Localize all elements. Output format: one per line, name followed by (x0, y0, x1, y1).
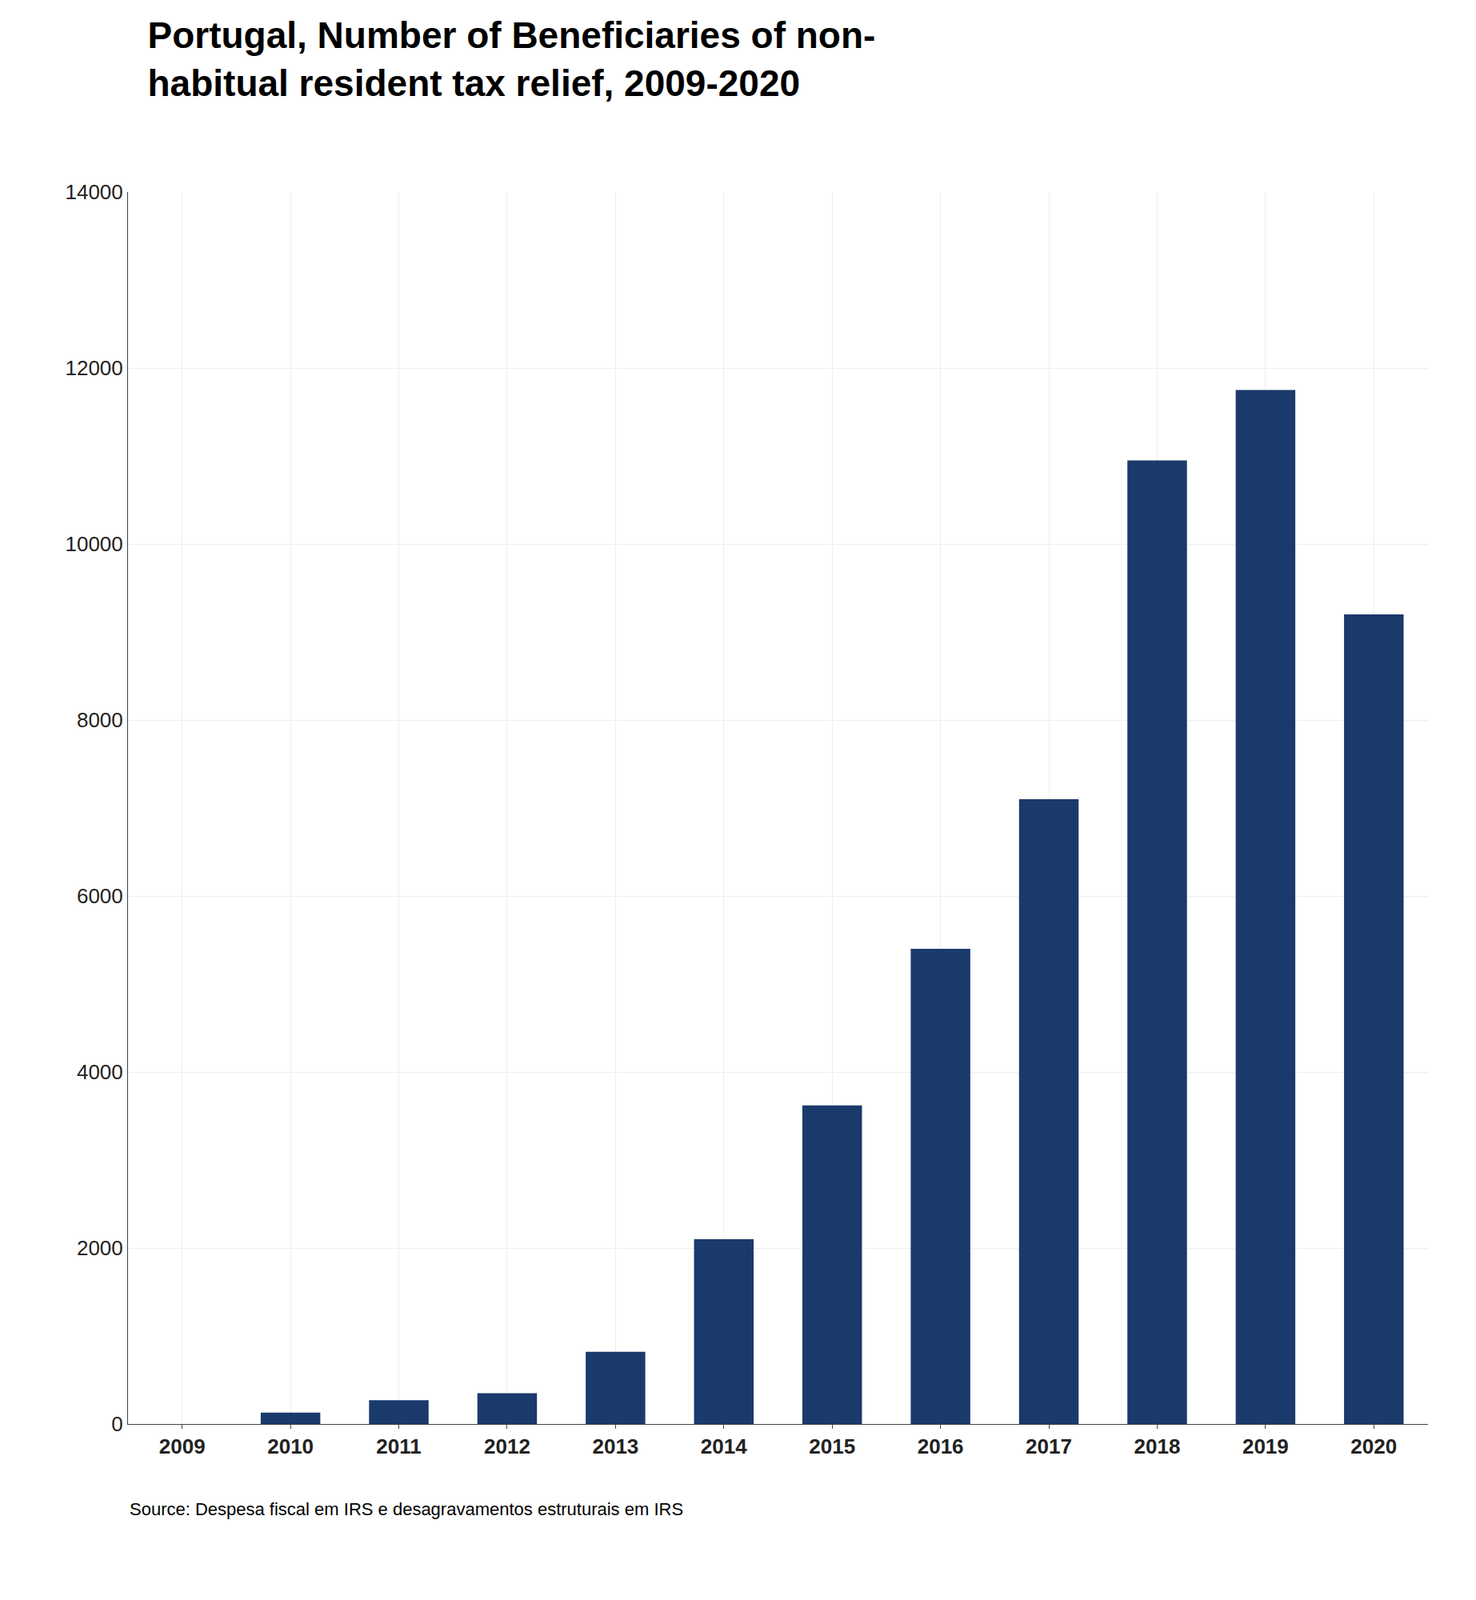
svg-text:2015: 2015 (808, 1434, 856, 1459)
svg-text:2017: 2017 (1025, 1434, 1072, 1459)
svg-text:2000: 2000 (76, 1236, 124, 1260)
svg-text:Portugal, Number of Beneficiar: Portugal, Number of Beneficiaries of non… (148, 14, 876, 104)
svg-text:2018: 2018 (1134, 1434, 1181, 1459)
svg-text:12000: 12000 (64, 356, 123, 380)
svg-text:2009: 2009 (159, 1434, 206, 1459)
svg-text:2014: 2014 (700, 1434, 748, 1459)
svg-text:2011: 2011 (376, 1434, 421, 1459)
svg-text:2013: 2013 (592, 1434, 639, 1459)
svg-text:2016: 2016 (917, 1434, 964, 1459)
svg-text:8000: 8000 (76, 708, 124, 732)
svg-text:2010: 2010 (267, 1434, 314, 1459)
svg-text:14000: 14000 (64, 180, 123, 204)
svg-text:10000: 10000 (64, 532, 123, 556)
svg-text:2019: 2019 (1242, 1434, 1289, 1459)
svg-text:2020: 2020 (1350, 1434, 1397, 1459)
svg-text:Source: Despesa fiscal em IRS: Source: Despesa fiscal em IRS e desagrav… (129, 1499, 684, 1520)
svg-text:0: 0 (111, 1412, 123, 1436)
svg-text:6000: 6000 (76, 884, 124, 908)
svg-text:4000: 4000 (76, 1060, 124, 1084)
svg-text:2012: 2012 (484, 1434, 531, 1459)
